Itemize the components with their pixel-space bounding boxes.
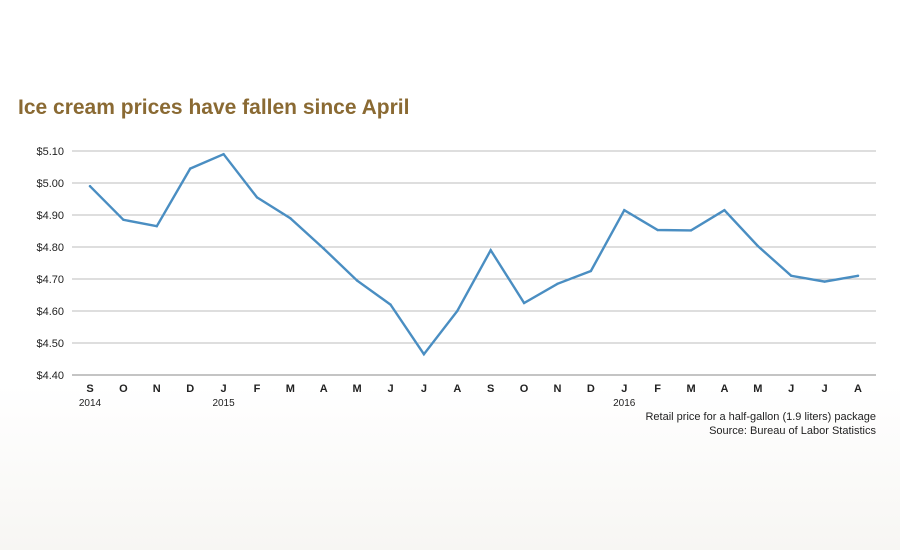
x-tick-label: N [153, 383, 161, 395]
data-point [122, 218, 125, 221]
data-point [456, 309, 459, 313]
data-point [689, 229, 693, 232]
x-tick-label: O [119, 383, 128, 395]
x-tick-label: A [720, 383, 728, 395]
data-point [255, 196, 259, 199]
data-point [522, 301, 526, 305]
data-point [422, 353, 426, 356]
data-point [289, 217, 292, 220]
data-point [790, 274, 793, 277]
data-point [823, 280, 826, 283]
year-label: 2014 [79, 398, 102, 409]
data-point [188, 167, 192, 170]
x-tick-label: A [453, 383, 461, 395]
x-tick-label: M [686, 383, 695, 395]
y-tick-label: $5.00 [36, 178, 64, 190]
x-tick-label: D [186, 383, 194, 395]
x-tick-label: J [221, 383, 227, 395]
x-tick-label: D [587, 383, 595, 395]
y-tick-label: $4.60 [36, 306, 64, 318]
data-point [88, 185, 92, 188]
x-tick-label: O [520, 383, 529, 395]
package-note: Retail price for a half-gallon (1.9 lite… [645, 411, 876, 423]
source-note: Source: Bureau of Labor Statistics [709, 425, 876, 437]
y-tick-label: $4.80 [36, 242, 64, 254]
data-point [556, 282, 559, 285]
x-tick-label: J [387, 383, 393, 395]
x-tick-label: S [487, 383, 494, 395]
y-tick-label: $4.40 [36, 370, 64, 382]
x-tick-label: A [854, 383, 862, 395]
price-series-line [88, 152, 860, 357]
data-point [589, 269, 593, 273]
data-point [723, 209, 726, 212]
data-point [222, 153, 225, 156]
data-point [656, 228, 659, 232]
data-point [389, 303, 392, 306]
data-point [355, 279, 359, 282]
x-tick-label: J [822, 383, 828, 395]
y-tick-label: $4.50 [36, 338, 64, 350]
data-point [856, 274, 860, 277]
data-point [623, 209, 626, 212]
data-point [489, 249, 492, 252]
x-tick-label: J [421, 383, 427, 395]
x-tick-label: S [86, 383, 93, 395]
y-tick-label: $4.90 [36, 210, 64, 222]
data-point [756, 244, 760, 248]
data-point [322, 247, 325, 250]
data-point [155, 225, 158, 228]
x-tick-label: M [753, 383, 762, 395]
x-tick-label: M [353, 383, 362, 395]
x-tick-label: M [286, 383, 295, 395]
year-label: 2016 [613, 398, 636, 409]
chart-title: Ice cream prices have fallen since April [18, 96, 410, 119]
x-tick-label: F [254, 383, 261, 395]
y-tick-label: $5.10 [36, 146, 64, 158]
x-tick-label: A [320, 383, 328, 395]
year-label: 2015 [212, 398, 235, 409]
x-tick-label: J [621, 383, 627, 395]
x-tick-label: J [788, 383, 794, 395]
x-tick-label: N [554, 383, 562, 395]
x-tick-label: F [654, 383, 661, 395]
y-tick-label: $4.70 [36, 274, 64, 286]
